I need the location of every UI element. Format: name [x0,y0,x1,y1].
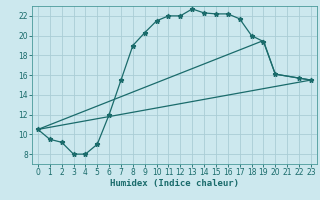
X-axis label: Humidex (Indice chaleur): Humidex (Indice chaleur) [110,179,239,188]
